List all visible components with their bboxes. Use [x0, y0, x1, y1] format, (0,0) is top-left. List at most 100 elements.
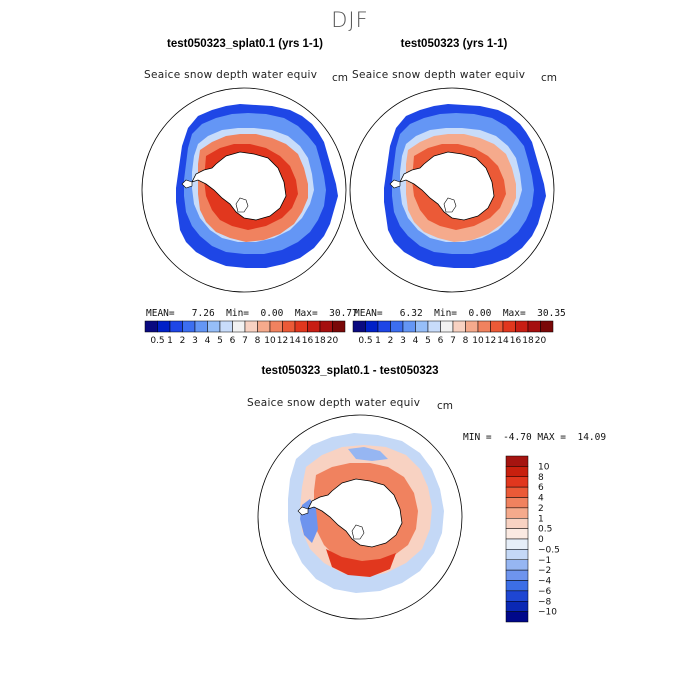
panel-2-min-label: Min= — [434, 308, 458, 319]
diff-peninsula — [297, 506, 309, 516]
diff-min-label: MIN = — [463, 432, 492, 443]
diff-units: cm — [437, 400, 454, 412]
panel-1-colorbar-tick-8: 8 — [255, 336, 261, 346]
panel-2-peninsula — [389, 179, 401, 189]
panel-2-colorbar-swatch-14 — [527, 320, 541, 333]
panel-1-colorbar-swatch-5 — [207, 320, 221, 333]
panel-1-colorbar-swatch-4 — [194, 320, 208, 333]
diff-colorbar-tick-7: 0 — [538, 535, 544, 545]
diff-colorbar-swatch-13 — [505, 590, 529, 602]
diff-colorbar-swatch-0 — [505, 455, 529, 467]
panel-1-stats: MEAN= 7.26 Min= 0.00 Max= 30.77 — [146, 308, 358, 319]
diff-colorbar-tick-2: 6 — [538, 483, 544, 493]
panel-1-colorbar-tick-9: 10 — [264, 336, 276, 346]
panel-2-colorbar-swatch-7 — [440, 320, 454, 333]
panel-1-min-label: Min= — [226, 308, 250, 319]
panel-1-colorbar-swatch-14 — [319, 320, 333, 333]
panel-1-max-label: Max= — [294, 308, 318, 319]
panel-2-map — [349, 87, 555, 293]
panel-2-colorbar-swatch-6 — [427, 320, 441, 333]
diff-max-label: MAX = — [537, 432, 567, 443]
panel-2-colorbar-swatch-9 — [465, 320, 479, 333]
panel-2-colorbar-swatch-12 — [502, 320, 516, 333]
diff-colorbar-tick-1: 8 — [538, 473, 544, 483]
diff-ross-inlet — [351, 524, 365, 540]
panel-1-variable: Seaice snow depth water equiv — [144, 69, 318, 81]
panel-2-colorbar-tick-4: 4 — [413, 336, 419, 346]
panel-1-ross-inlet — [235, 197, 249, 213]
panel-2-colorbar-tick-10: 12 — [485, 336, 496, 346]
panel-1-colorbar-swatch-6 — [219, 320, 233, 333]
diff-colorbar-swatch-10 — [505, 559, 529, 571]
diff-colorbar-swatch-14 — [505, 601, 529, 612]
panel-1-colorbar-swatch-3 — [182, 320, 196, 333]
panel-2-colorbar-swatch-13 — [515, 320, 529, 333]
panel-2-colorbar-tick-8: 8 — [463, 336, 469, 346]
diff-colorbar-tick-3: 4 — [538, 494, 544, 504]
panel-2-colorbar-swatch-3 — [390, 320, 404, 333]
diff-variable: Seaice snow depth water equiv — [247, 397, 421, 409]
panel-2-stats: MEAN= 6.32 Min= 0.00 Max= 30.35 — [354, 308, 566, 319]
panel-2-colorbar-tick-7: 7 — [450, 336, 456, 346]
diff-colorbar-swatch-11 — [505, 569, 529, 581]
panel-2-colorbar-swatch-2 — [377, 320, 391, 333]
panel-1-map — [141, 87, 347, 293]
panel-1-min: 0.00 — [260, 308, 284, 319]
panel-2-colorbar-tick-13: 18 — [522, 336, 534, 346]
panel-1-colorbar-swatch-0 — [144, 320, 158, 333]
diff-colorbar-tick-5: 1 — [538, 514, 544, 524]
diff-antarctica — [307, 478, 403, 548]
panel-1-colorbar-swatch-8 — [244, 320, 258, 333]
panel-1-colorbar-swatch-12 — [294, 320, 308, 333]
panel-1-colorbar-swatch-11 — [282, 320, 296, 333]
panel-1-colorbar-tick-4: 4 — [205, 336, 211, 346]
season-title: DJF — [331, 8, 369, 32]
panel-2-colorbar-swatch-8 — [452, 320, 466, 333]
panel-1-colorbar: 0.5 1 2 3 4 5 6 7 8 10 12 14 16 18 20 — [144, 320, 346, 346]
panel-1-colorbar-tick-3: 3 — [192, 336, 198, 346]
panel-1-colorbar-swatch-13 — [307, 320, 321, 333]
panel-2-colorbar-tick-14: 20 — [535, 336, 547, 346]
diff-colorbar-tick-8: −0.5 — [538, 545, 560, 555]
panel-1-peninsula — [181, 179, 193, 189]
diff-colorbar-swatch-12 — [505, 580, 529, 592]
panel-1-title: test050323_splat0.1 (yrs 1-1) — [167, 38, 323, 50]
diff-colorbar-tick-0: 10 — [538, 462, 550, 472]
panel-2-colorbar-swatch-4 — [402, 320, 416, 333]
diff-colorbar-tick-12: −6 — [538, 587, 552, 597]
panel-1-colorbar-tick-7: 7 — [242, 336, 248, 346]
diff-colorbar-swatch-7 — [505, 528, 529, 540]
panel-1-mean-label: MEAN= — [146, 308, 175, 319]
panel-1-colorbar-tick-1: 1 — [167, 336, 173, 346]
diff-colorbar-tick-11: −4 — [538, 577, 552, 587]
panel-1-colorbar-swatch-1 — [157, 320, 171, 333]
diff-map — [257, 414, 463, 620]
panel-2-units: cm — [541, 72, 558, 84]
panel-1-colorbar-swatch-9 — [257, 320, 271, 333]
panel-1-colorbar-swatch-15 — [332, 320, 346, 333]
diff-colorbar-swatch-2 — [505, 476, 529, 488]
diff-colorbar-tick-6: 0.5 — [538, 525, 552, 535]
panel-2-mean: 6.32 — [399, 308, 423, 319]
diff-min: -4.70 — [503, 432, 532, 443]
panel-2-colorbar-tick-6: 6 — [438, 336, 444, 346]
panel-1-colorbar-swatch-7 — [232, 320, 246, 333]
panel-2-colorbar-swatch-1 — [365, 320, 379, 333]
panel-2-colorbar-tick-5: 5 — [425, 336, 431, 346]
diff-colorbar-swatch-6 — [505, 518, 529, 529]
panel-2-colorbar-tick-12: 16 — [510, 336, 522, 346]
panel-1-units: cm — [332, 72, 349, 84]
panel-2-colorbar-tick-1: 1 — [375, 336, 381, 346]
diff-colorbar-swatch-4 — [505, 497, 529, 509]
panel-2-max: 30.35 — [537, 308, 566, 319]
panel-1-colorbar-tick-10: 12 — [277, 336, 288, 346]
panel-2-colorbar-swatch-11 — [490, 320, 504, 333]
panel-1-colorbar-tick-5: 5 — [217, 336, 223, 346]
diff-colorbar-swatch-5 — [505, 507, 529, 519]
panel-1-colorbar-tick-13: 18 — [314, 336, 326, 346]
diff-colorbar-tick-10: −2 — [538, 566, 551, 576]
panel-2-colorbar-tick-9: 10 — [472, 336, 484, 346]
diff-anomaly-blue-north — [348, 447, 388, 461]
panel-2-max-label: Max= — [502, 308, 526, 319]
panel-2-colorbar-swatch-15 — [540, 320, 554, 333]
